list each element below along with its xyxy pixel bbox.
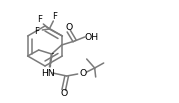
Text: ·: · (51, 49, 55, 61)
Text: HN: HN (41, 68, 55, 77)
Text: F: F (34, 26, 39, 36)
Text: O: O (79, 68, 86, 77)
Text: OH: OH (85, 33, 99, 42)
Text: O: O (65, 22, 72, 32)
Text: F: F (37, 15, 42, 23)
Text: O: O (60, 90, 67, 98)
Text: F: F (52, 12, 57, 20)
